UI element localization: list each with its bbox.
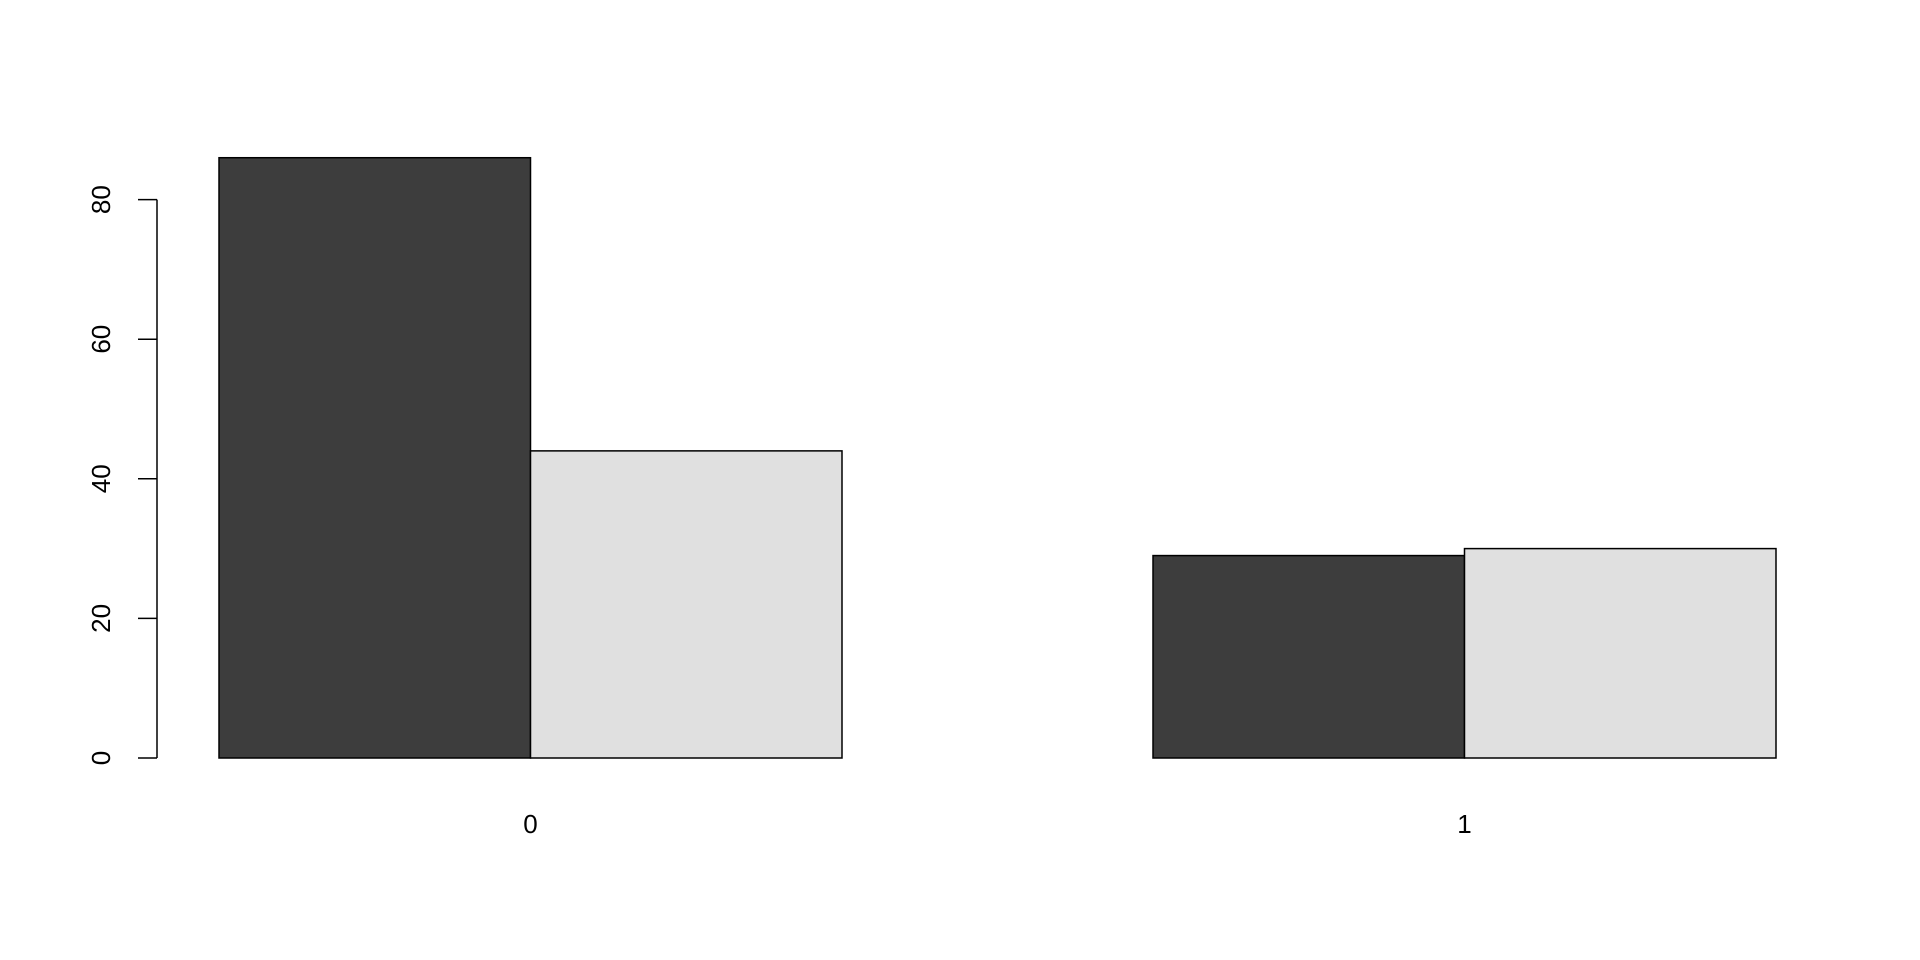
y-tick-label: 60 [86,325,116,354]
x-tick-label: 0 [523,809,537,839]
bar-0-series-1 [529,450,843,759]
y-tick-label: 0 [86,751,116,765]
y-tick-label: 40 [86,464,116,493]
x-tick-label: 1 [1457,809,1471,839]
bar-0-series-0 [218,156,532,759]
y-tick-label: 80 [86,185,116,214]
y-tick-label: 20 [86,604,116,633]
bar-1-series-1 [1463,547,1777,759]
bar-1-series-0 [1152,554,1466,759]
